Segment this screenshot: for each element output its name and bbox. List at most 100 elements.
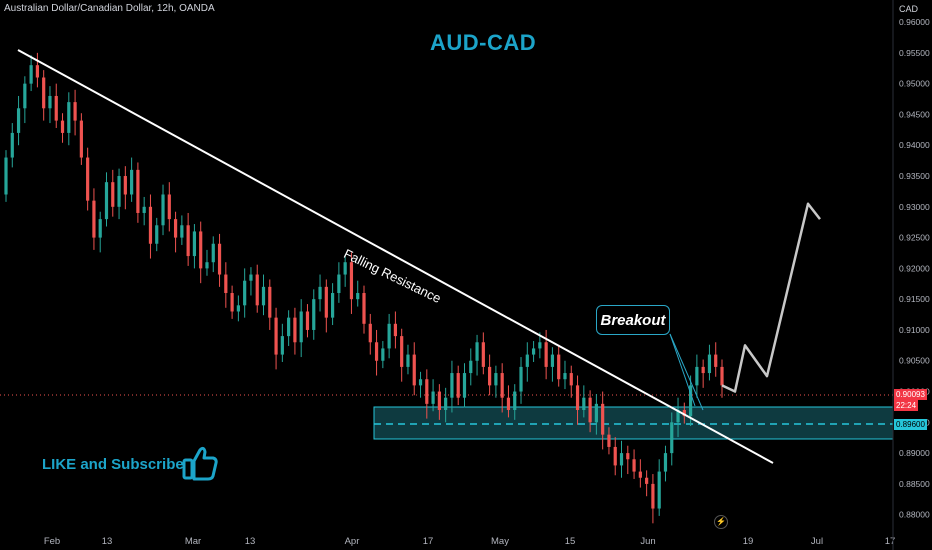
candle-body <box>16 108 21 133</box>
candle-body <box>626 453 630 460</box>
candle-body <box>557 354 561 380</box>
candle-body <box>519 366 523 392</box>
candle-body <box>86 157 90 201</box>
candle-body <box>418 379 423 386</box>
candle-body <box>632 459 636 472</box>
x-tick-label: 17 <box>423 536 434 547</box>
candle-body <box>261 286 266 306</box>
candle-body <box>701 366 705 374</box>
candle-body <box>381 348 385 361</box>
candle-body <box>104 182 109 220</box>
y-tick-label: 0.95500 <box>899 48 930 58</box>
x-tick-label: Jul <box>811 536 823 547</box>
countdown-badge: 22:24 <box>894 400 919 411</box>
breakout-text: Breakout <box>600 311 666 329</box>
candle-body <box>130 169 134 195</box>
y-tick-label: 0.88500 <box>899 479 930 489</box>
thumbs-up-icon[interactable] <box>182 444 218 482</box>
candle-body <box>318 286 322 300</box>
axis-group: 0.96000 0.95500 0.95000 0.94500 0.94000 0.935… <box>44 17 930 547</box>
candle-body <box>10 132 14 158</box>
x-tick-label: Feb <box>44 536 60 547</box>
candle-body <box>437 391 441 411</box>
candle-body <box>249 274 253 281</box>
candle-body <box>98 219 102 238</box>
candle-body <box>538 342 542 349</box>
x-tick-label: Jun <box>640 536 655 547</box>
candle-body <box>462 373 467 398</box>
candle-body <box>73 102 77 121</box>
candle-body <box>161 194 165 226</box>
candle-body <box>613 446 617 466</box>
y-tick-label: 0.93500 <box>899 171 930 181</box>
candle-body <box>4 157 8 195</box>
candle-body <box>450 373 454 398</box>
candle-body <box>506 397 511 411</box>
current-price-badge: 0.90093 <box>894 389 927 400</box>
candle-body <box>481 342 485 367</box>
x-tick-label: 15 <box>565 536 576 547</box>
candle-body <box>714 354 718 367</box>
like-subscribe-text[interactable]: LIKE and Subscribe <box>42 456 184 473</box>
falling-resistance-line <box>17 49 774 464</box>
chart-headline: AUD-CAD <box>430 30 537 55</box>
candle-body <box>456 373 460 398</box>
candle-body <box>180 225 184 238</box>
y-tick-label: 0.96000 <box>899 17 930 27</box>
candle-body <box>92 200 96 238</box>
candle-body <box>29 65 33 84</box>
candle-body <box>607 434 611 447</box>
x-tick-label: Apr <box>345 536 360 547</box>
candle-body <box>35 65 40 78</box>
candle-body <box>387 323 391 349</box>
candle-body <box>136 169 140 213</box>
candle-body <box>330 293 335 318</box>
candle-body <box>594 403 598 423</box>
candle-body <box>111 182 115 207</box>
candle-body <box>488 366 492 386</box>
candle-body <box>211 243 215 263</box>
candle-body <box>500 373 504 398</box>
candle-body <box>582 397 586 411</box>
resistance-zone[interactable] <box>373 406 894 440</box>
x-tick-label: 17 <box>885 536 896 547</box>
breakout-callout: Breakout <box>596 305 670 335</box>
candle-body <box>406 354 410 367</box>
candle-body <box>324 286 328 318</box>
candle-body <box>192 231 197 257</box>
x-tick-label: 13 <box>102 536 113 547</box>
candle-body <box>186 225 190 257</box>
y-tick-label: 0.92500 <box>899 233 930 243</box>
candle-body <box>444 397 448 411</box>
candle-body <box>657 471 661 509</box>
candle-body <box>393 323 398 337</box>
projection-path <box>721 202 821 393</box>
candle-body <box>569 373 573 386</box>
candle-body <box>550 354 555 367</box>
candle-body <box>293 317 297 343</box>
candle-body <box>205 262 209 269</box>
candle-body <box>60 120 65 133</box>
candle-body <box>720 366 724 386</box>
candle-body <box>268 286 272 318</box>
candle-body <box>42 77 46 109</box>
candle-body <box>670 422 674 454</box>
lightning-icon[interactable]: ⚡ <box>714 515 728 529</box>
x-tick-label: 19 <box>743 536 754 547</box>
y-tick-label: 0.89000 <box>899 448 930 458</box>
candle-body <box>23 83 27 109</box>
breakout-pointer-line <box>669 333 696 407</box>
candle-body <box>274 317 278 355</box>
candle-body <box>173 219 178 238</box>
candle-body <box>54 95 58 121</box>
candle-body <box>142 206 146 213</box>
candle-body <box>243 280 247 306</box>
candle-body <box>280 336 284 355</box>
candle-body <box>356 293 360 300</box>
candle-body <box>362 293 366 324</box>
candle-body <box>343 262 347 275</box>
candles-group <box>4 52 724 524</box>
candle-body <box>67 102 71 133</box>
candle-body <box>117 176 121 207</box>
